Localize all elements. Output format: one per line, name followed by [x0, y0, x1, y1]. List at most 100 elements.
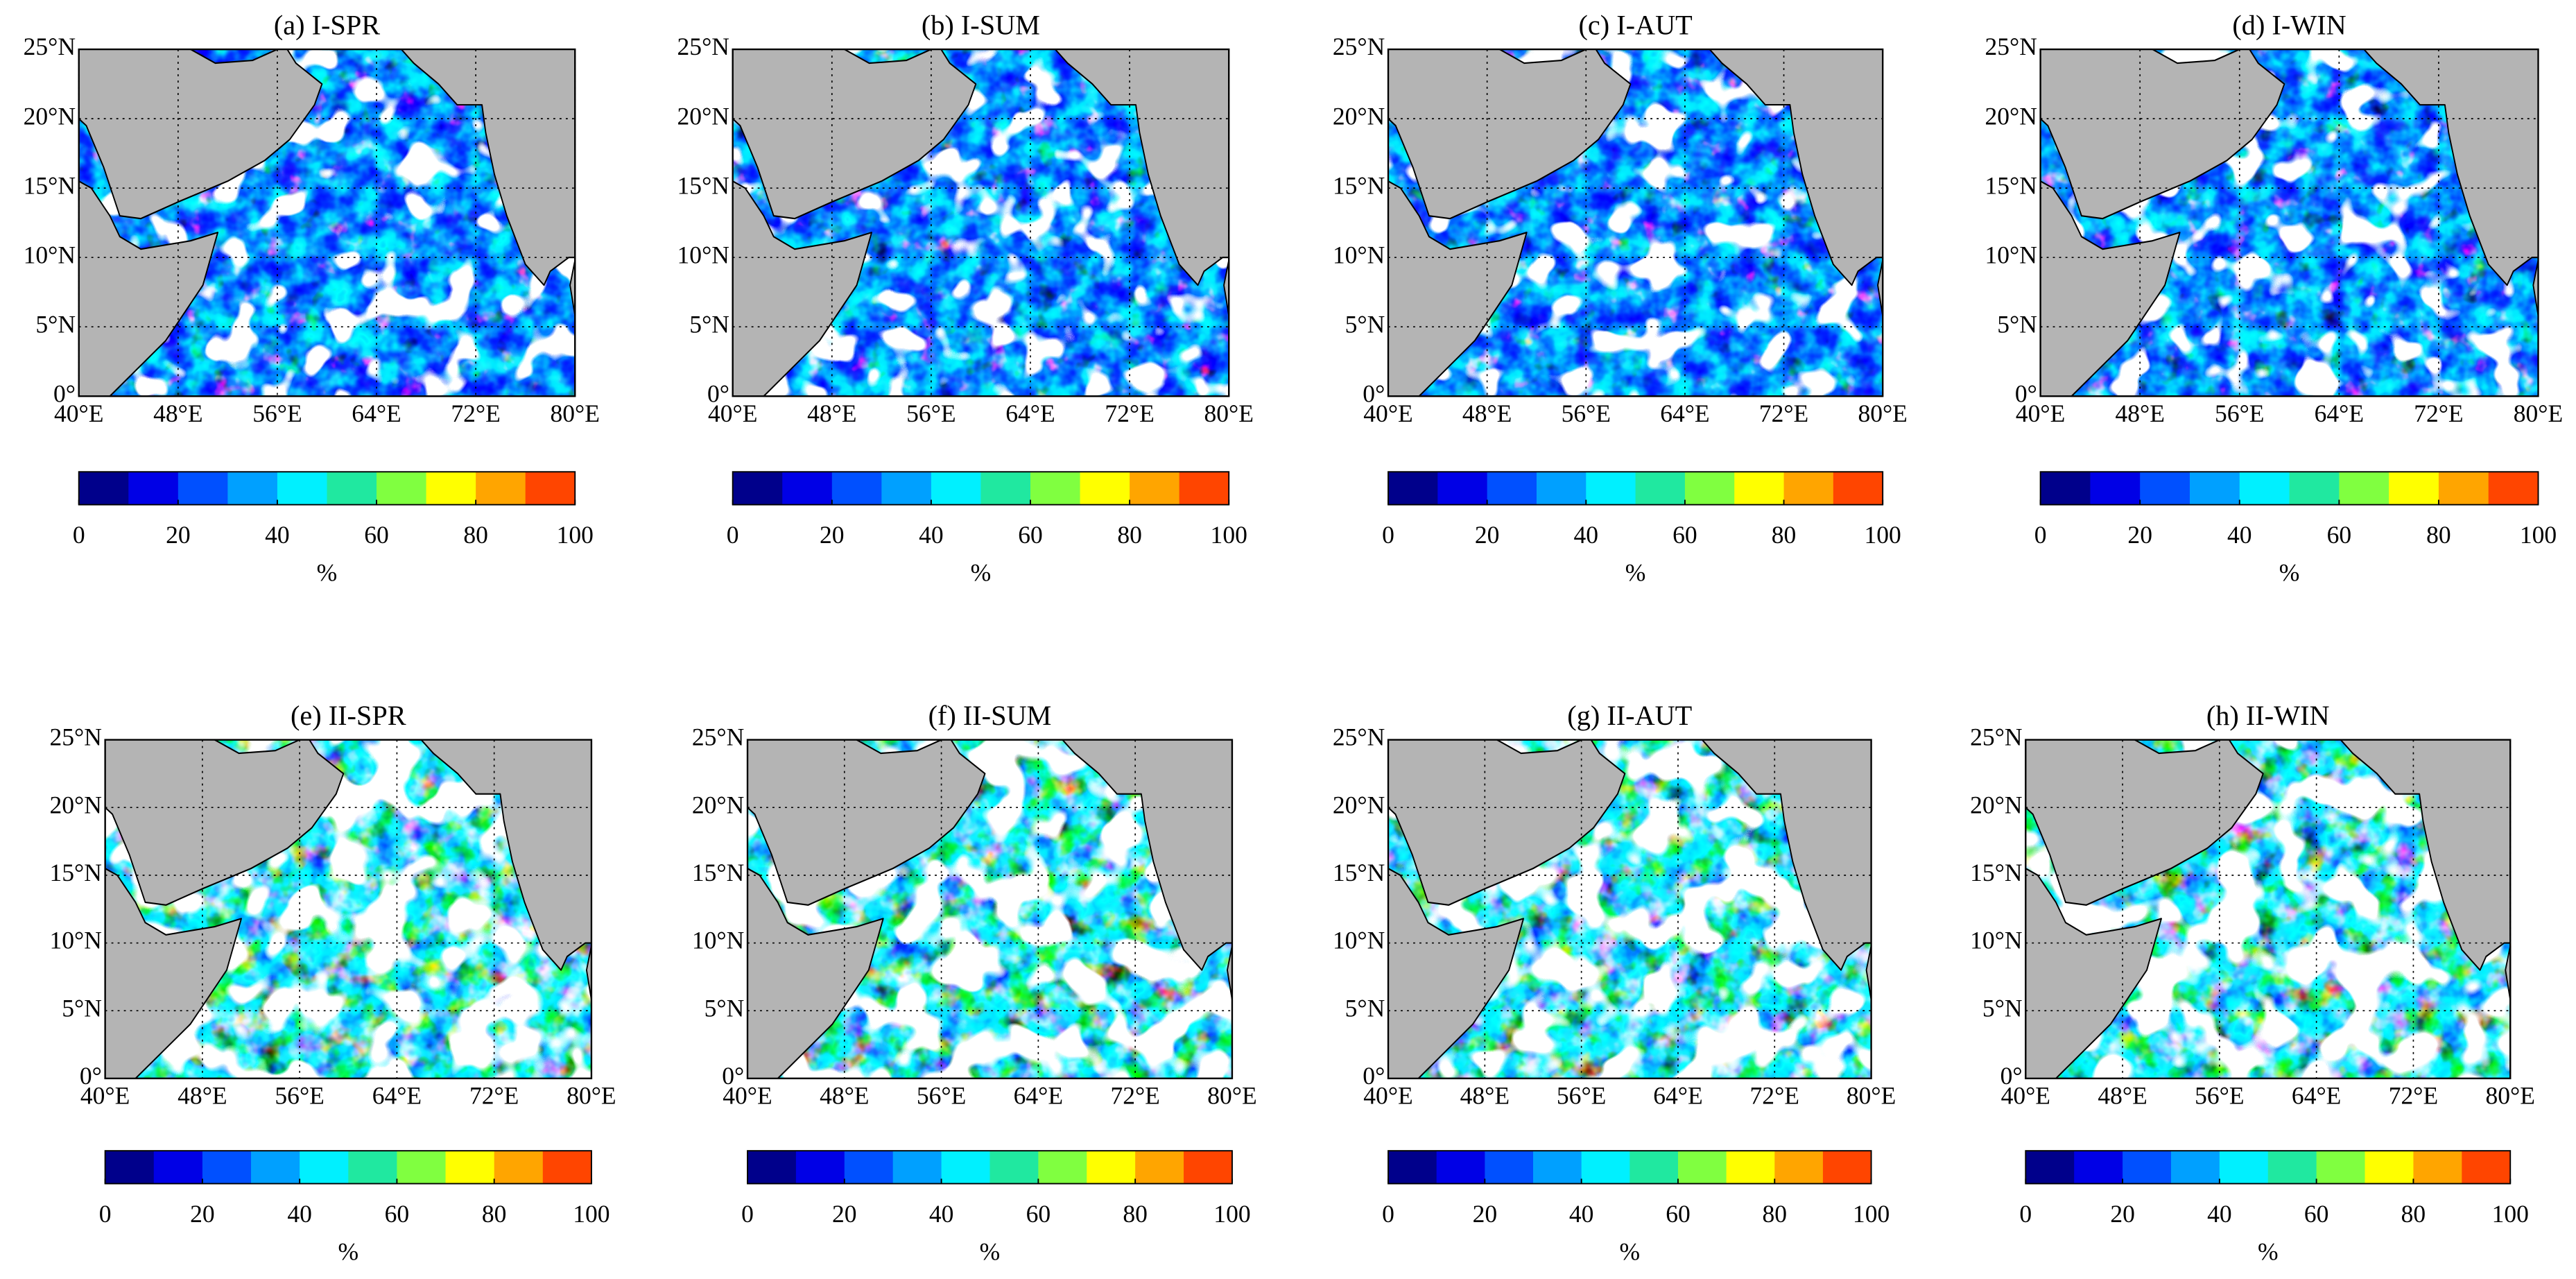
- y-tick-label: 10°N: [692, 927, 744, 954]
- colorbar-tick-label: 20: [1473, 1200, 1498, 1228]
- map-frame: [2039, 48, 2539, 397]
- y-tick-label: 25°N: [24, 33, 76, 60]
- x-tick-label: 80°E: [551, 400, 600, 427]
- colorbar-tick-label: 60: [1026, 1200, 1051, 1228]
- x-tick-label: 48°E: [2115, 400, 2164, 427]
- colorbar-band: [1135, 1151, 1184, 1184]
- y-tick-label: 20°N: [1333, 102, 1385, 130]
- y-tick-label: 5°N: [1345, 310, 1385, 338]
- x-tick-label: 56°E: [1557, 1081, 1606, 1109]
- y-tick-label: 5°N: [1982, 994, 2023, 1022]
- panel-title: (a) I-SPR: [274, 10, 380, 41]
- x-tick-label: 56°E: [275, 1081, 324, 1109]
- y-tick-label: 10°N: [24, 241, 76, 268]
- x-tick-label: 80°E: [2514, 400, 2563, 427]
- colorbar-tick-label: 20: [832, 1200, 857, 1228]
- y-tick-label: 10°N: [1985, 241, 2037, 268]
- x-tick-label: 48°E: [153, 400, 202, 427]
- colorbar-band: [1080, 472, 1130, 505]
- colorbar-band: [2170, 1151, 2220, 1184]
- colorbar-tick-label: 60: [385, 1200, 410, 1228]
- colorbar-band: [881, 472, 932, 505]
- x-tick-label: 72°E: [451, 400, 500, 427]
- colorbar-band: [2289, 472, 2340, 505]
- map-frame: [1387, 48, 1884, 397]
- colorbar-label: %: [971, 559, 992, 587]
- y-tick-label: 0°: [2000, 1062, 2023, 1090]
- colorbar-frame: [1388, 471, 1884, 506]
- y-tick-label: 15°N: [1970, 859, 2022, 886]
- x-tick-label: 72°E: [1750, 1081, 1799, 1109]
- colorbar-tick-label: 20: [166, 521, 191, 549]
- y-tick-label: 10°N: [1333, 927, 1385, 954]
- x-tick-label: 48°E: [178, 1081, 227, 1109]
- panel-title: (h) II-WIN: [2206, 700, 2330, 731]
- y-tick-label: 15°N: [1333, 171, 1385, 199]
- y-tick-label: 20°N: [677, 102, 729, 130]
- x-tick-label: 48°E: [2098, 1081, 2147, 1109]
- colorbar-band: [327, 472, 377, 505]
- y-tick-label: 0°: [722, 1062, 744, 1090]
- x-tick-label: 56°E: [917, 1081, 966, 1109]
- colorbar-frame: [104, 1150, 592, 1185]
- colorbar-tick-label: 40: [1574, 521, 1599, 549]
- colorbar-tick-label: 100: [1865, 521, 1901, 549]
- colorbar-band: [2365, 1151, 2414, 1184]
- x-tick-label: 80°E: [567, 1081, 616, 1109]
- colorbar-label: %: [980, 1238, 1001, 1266]
- colorbar-frame: [1388, 1150, 1872, 1185]
- colorbar-label: %: [2279, 559, 2300, 587]
- map-frame: [78, 48, 576, 397]
- x-tick-label: 40°E: [1363, 400, 1412, 427]
- colorbar-band: [1783, 472, 1834, 505]
- y-tick-label: 0°: [80, 1062, 102, 1090]
- panel-title: (c) I-AUT: [1578, 10, 1692, 41]
- y-tick-label: 0°: [2015, 379, 2037, 407]
- y-tick-label: 15°N: [50, 859, 102, 886]
- y-tick-label: 5°N: [35, 310, 76, 338]
- colorbar-band: [1630, 1151, 1679, 1184]
- x-tick-label: 72°E: [469, 1081, 519, 1109]
- y-tick-label: 10°N: [50, 927, 102, 954]
- y-tick-label: 20°N: [24, 102, 76, 130]
- y-tick-label: 25°N: [677, 33, 729, 60]
- colorbar-band: [2140, 472, 2190, 505]
- colorbar-label: %: [338, 1238, 358, 1266]
- colorbar-tick-label: 60: [1672, 521, 1697, 549]
- colorbar-band: [1388, 1151, 1437, 1184]
- colorbar-tick-label: 80: [1117, 521, 1142, 549]
- colorbar-band: [1635, 472, 1686, 505]
- x-tick-label: 48°E: [820, 1081, 869, 1109]
- y-tick-label: 5°N: [704, 994, 745, 1022]
- colorbar-tick-label: 100: [1211, 521, 1247, 549]
- x-tick-label: 64°E: [2292, 1081, 2341, 1109]
- map-frame: [104, 739, 593, 1080]
- x-tick-label: 72°E: [1110, 1081, 1159, 1109]
- panel: (f) II-SUM 40°E 48°E 56°E 64°E 72°E 80°E 0° 5°N 1…: [692, 700, 1257, 1266]
- colorbar-band: [989, 1151, 1039, 1184]
- colorbar-band: [1436, 1151, 1486, 1184]
- colorbar-band: [397, 1151, 447, 1184]
- colorbar-tick-label: 60: [1018, 521, 1043, 549]
- colorbar-band: [2438, 472, 2489, 505]
- colorbar-band: [202, 1151, 252, 1184]
- x-tick-label: 48°E: [1460, 1081, 1510, 1109]
- panel: (g) II-AUT 40°E 48°E 56°E 64°E 72°E 80°E 0° 5°N 1…: [1333, 700, 1896, 1266]
- colorbar-band: [2339, 472, 2389, 505]
- colorbar-band: [2074, 1151, 2123, 1184]
- panel-title: (e) II-SPR: [291, 700, 406, 731]
- colorbar-band: [2316, 1151, 2366, 1184]
- colorbar-band: [153, 1151, 203, 1184]
- colorbar-tick-label: 80: [1123, 1200, 1148, 1228]
- colorbar-band: [227, 472, 278, 505]
- colorbar-band: [2090, 472, 2141, 505]
- panel-title: (f) II-SUM: [928, 700, 1052, 731]
- x-tick-label: 80°E: [1204, 400, 1253, 427]
- colorbar-tick-label: 20: [190, 1200, 215, 1228]
- x-tick-label: 72°E: [2414, 400, 2463, 427]
- colorbar-tick-label: 40: [2207, 1200, 2232, 1228]
- colorbar-band: [1684, 472, 1735, 505]
- y-tick-label: 0°: [53, 379, 76, 407]
- colorbar-tick-label: 40: [287, 1200, 312, 1228]
- colorbar-band: [941, 1151, 991, 1184]
